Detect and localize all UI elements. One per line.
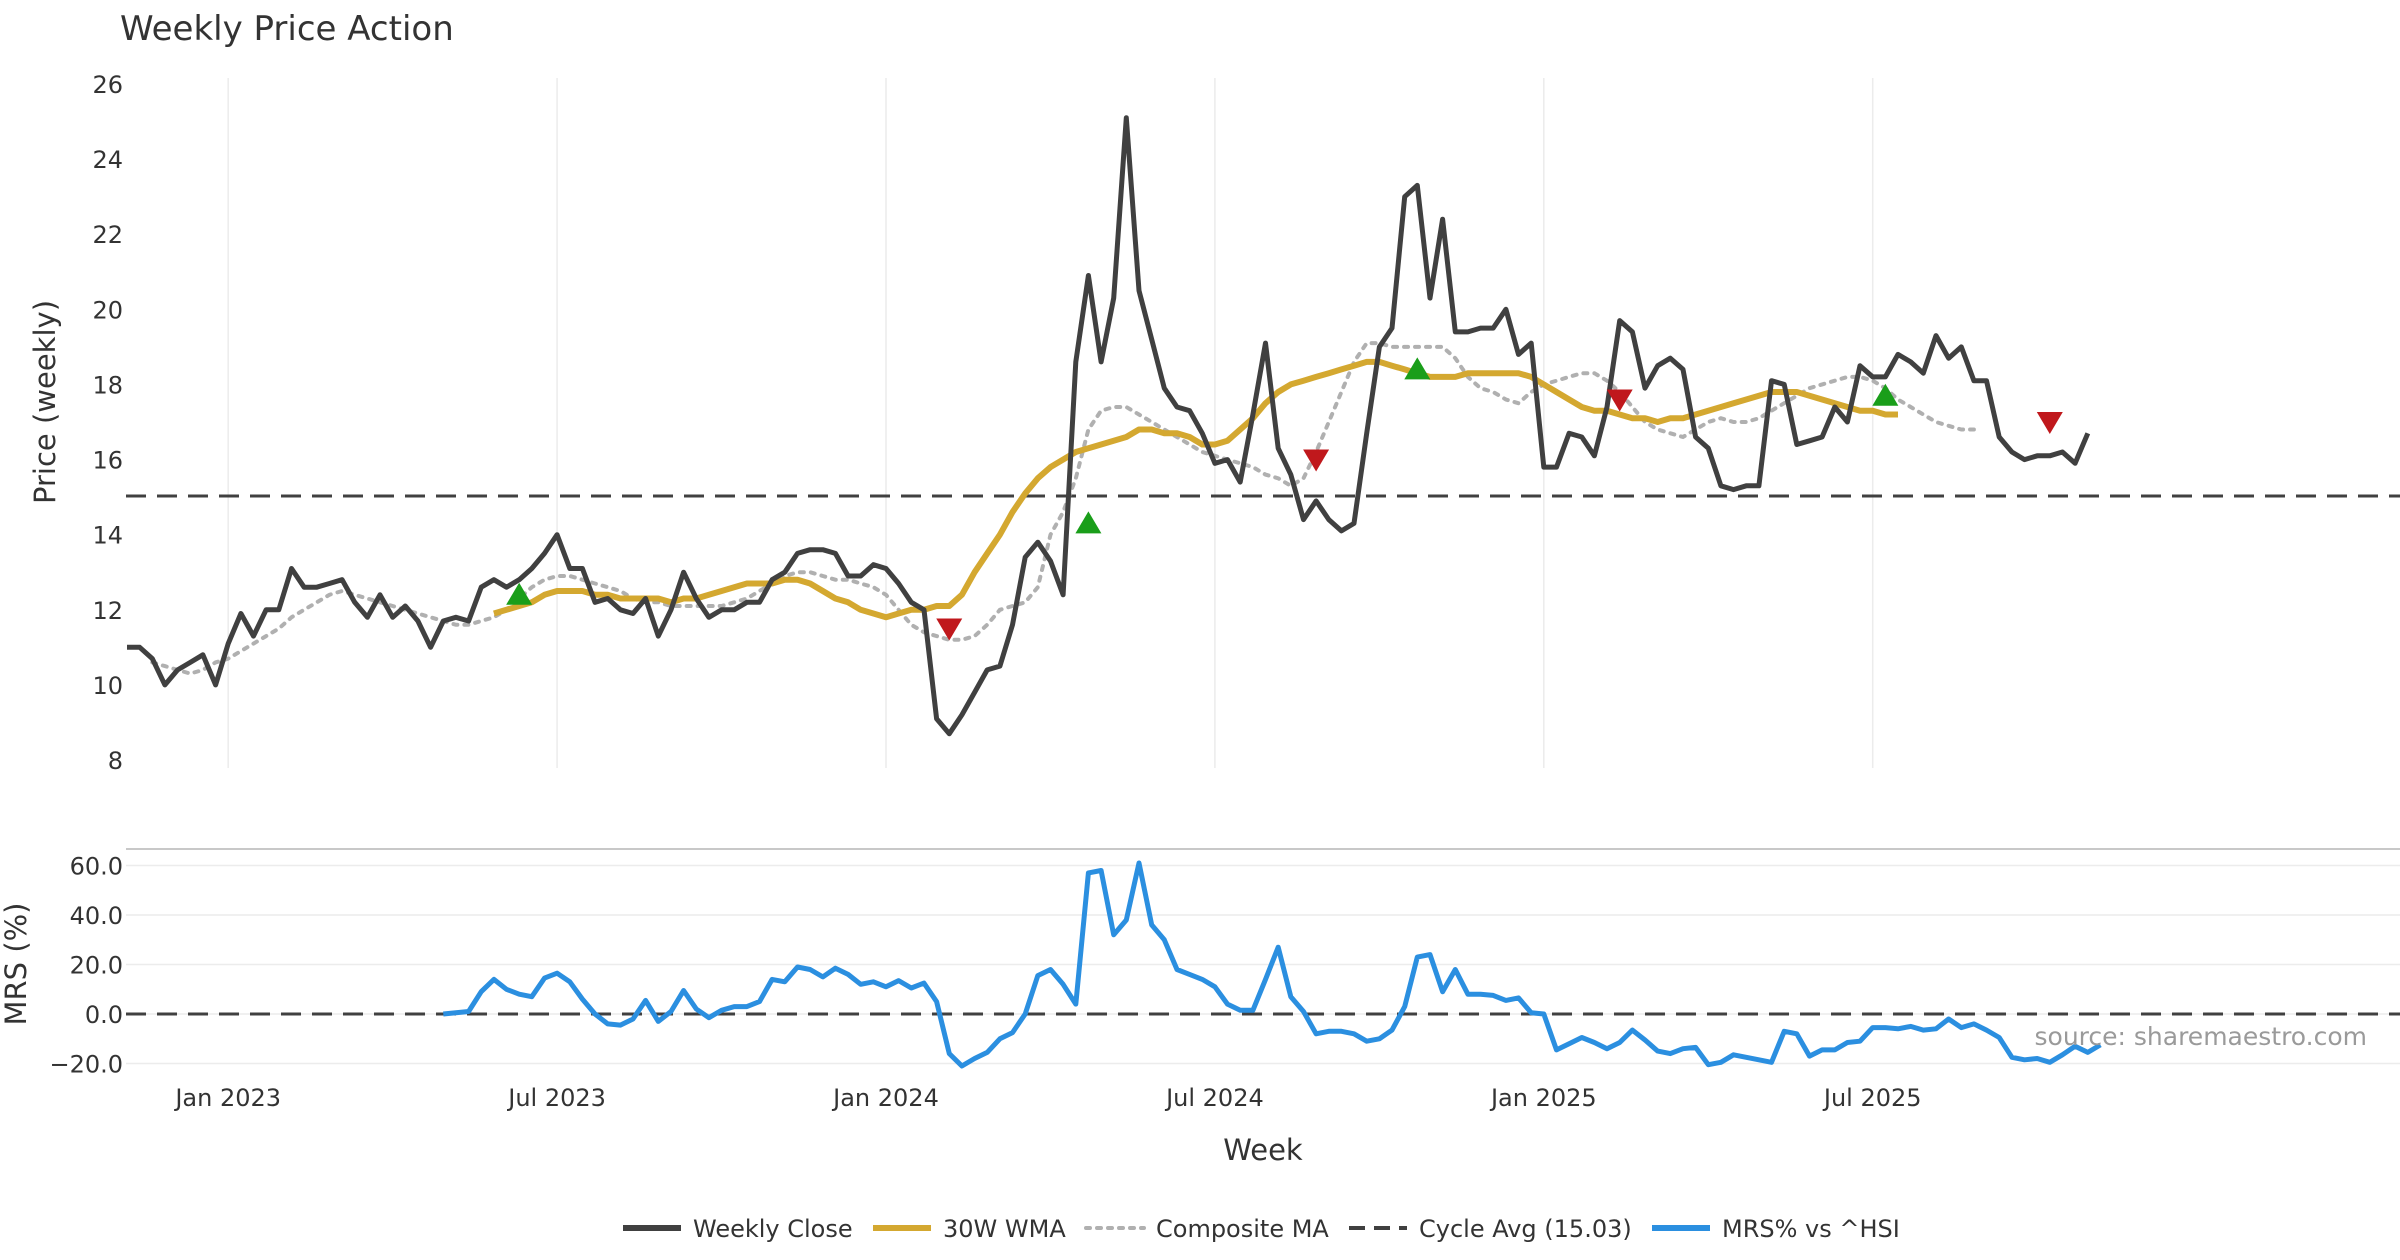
x-tick-label: Jan 2024 (831, 1084, 939, 1112)
weekly-close-line (127, 115, 2091, 737)
sell-signal-marker (936, 618, 963, 641)
mrs-y-tick-label: −20.0 (49, 1051, 123, 1079)
mrs-y-ticks: 60.0 40.0 20.0 0.0 −20.0 (49, 853, 123, 1079)
mrs-y-tick-label: 60.0 (70, 853, 123, 881)
x-tick-label: Jul 2024 (1164, 1084, 1264, 1112)
wma-30w-line (493, 358, 1898, 621)
mrs-y-tick-label: 0.0 (85, 1001, 123, 1029)
price-y-tick-label: 8 (108, 747, 123, 775)
legend-label: Weekly Close (693, 1215, 853, 1243)
buy-signal-marker (1075, 511, 1102, 534)
buy-signal-marker (1404, 357, 1431, 380)
sell-signal-marker (1303, 449, 1330, 472)
mrs-line (443, 860, 2102, 1069)
x-tick-label: Jul 2023 (506, 1084, 606, 1112)
price-y-ticks: 8 10 12 14 16 18 20 22 24 26 (92, 71, 123, 775)
price-y-tick-label: 12 (92, 597, 123, 625)
price-y-tick-label: 10 (92, 672, 123, 700)
legend-label: Composite MA (1156, 1215, 1329, 1243)
price-y-axis-label: Price (weekly) (28, 300, 62, 504)
mrs-y-tick-label: 20.0 (70, 952, 123, 980)
price-y-tick-label: 26 (92, 71, 123, 99)
price-y-tick-label: 14 (92, 522, 123, 550)
price-y-tick-label: 20 (92, 296, 123, 324)
price-y-tick-label: 24 (92, 146, 123, 174)
x-tick-label: Jul 2025 (1822, 1084, 1922, 1112)
mrs-y-axis-label: MRS (%) (0, 903, 33, 1026)
legend-label: Cycle Avg (15.03) (1419, 1215, 1632, 1243)
source-note: source: sharemaestro.com (2035, 1022, 2368, 1051)
sell-signal-marker (2036, 412, 2063, 434)
x-tick-label: Jan 2025 (1489, 1084, 1597, 1112)
legend-label: MRS% vs ^HSI (1722, 1215, 1900, 1243)
chart-title: Weekly Price Action (120, 9, 454, 49)
legend-label: 30W WMA (943, 1215, 1066, 1243)
chart-legend: Weekly Close 30W WMA Composite MA Cycle Avg… (623, 1215, 1900, 1243)
sell-signal-marker (1606, 389, 1633, 412)
price-gridlines (227, 78, 1874, 768)
x-axis-label: Week (1223, 1133, 1303, 1167)
signal-markers (506, 357, 2063, 641)
buy-signal-marker (1872, 383, 1899, 406)
mrs-y-tick-label: 40.0 (70, 902, 123, 930)
price-y-tick-label: 16 (92, 447, 123, 475)
price-y-tick-label: 22 (92, 221, 123, 249)
x-tick-label: Jan 2023 (173, 1084, 281, 1112)
buy-signal-marker (506, 582, 533, 605)
price-y-tick-label: 18 (92, 371, 123, 399)
composite-ma-line (150, 341, 1976, 676)
x-axis-ticks: Jan 2023 Jul 2023 Jan 2024 Jul 2024 Jan 2025… (173, 1084, 1921, 1112)
